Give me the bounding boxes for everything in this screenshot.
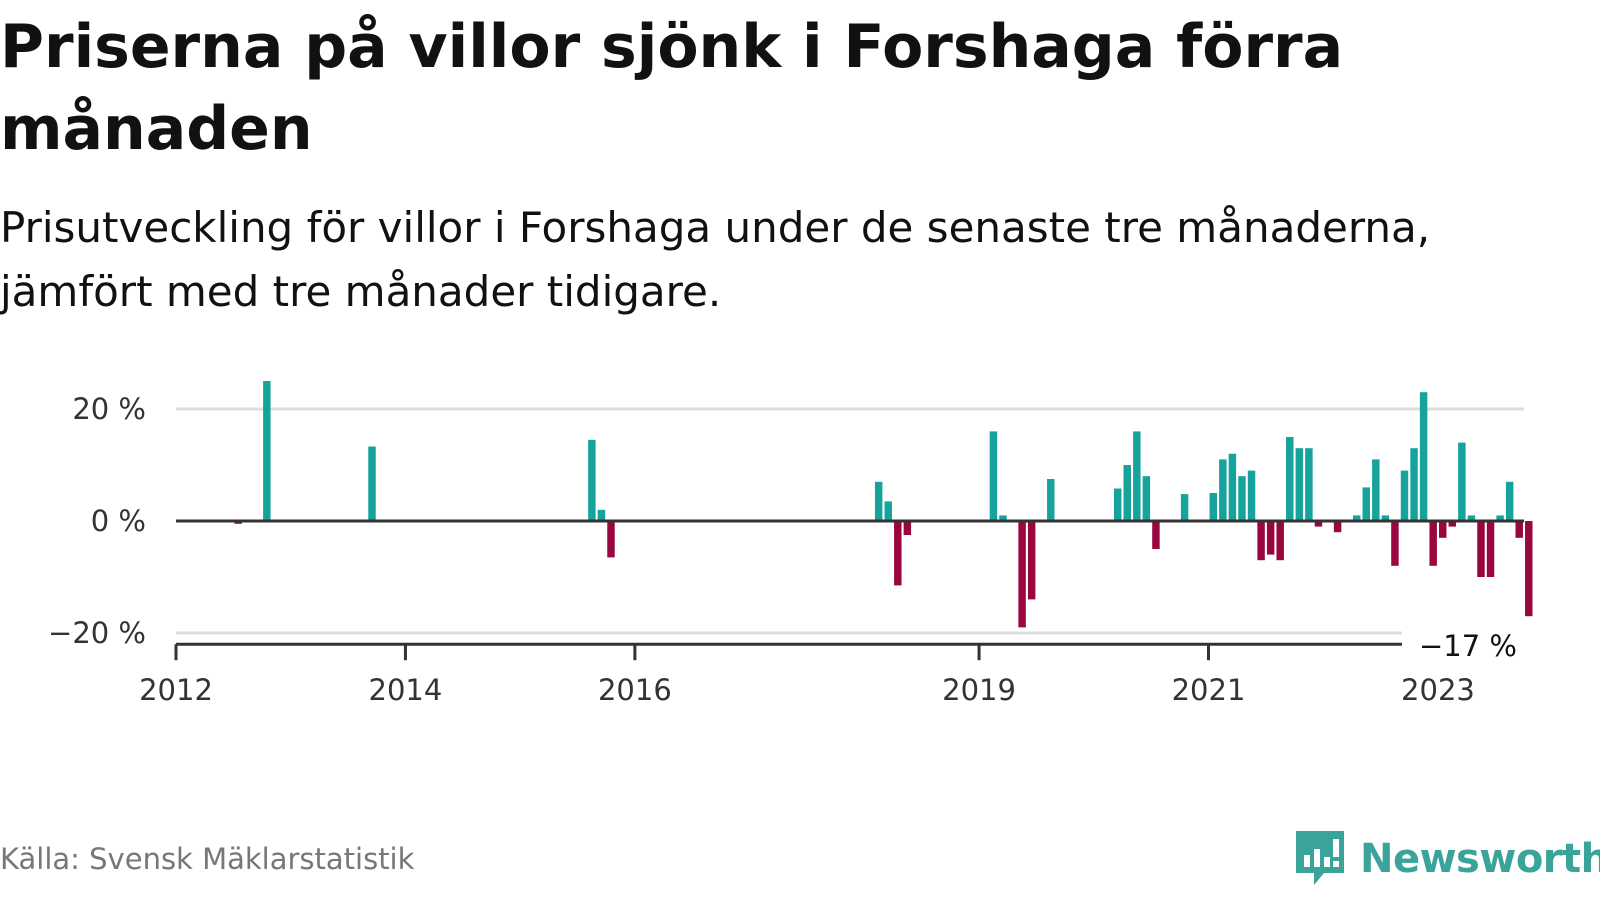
x-tick-label: 2014	[369, 673, 443, 707]
bar	[1362, 487, 1370, 521]
bar	[1505, 481, 1514, 521]
bar	[1219, 459, 1227, 521]
bar	[903, 521, 912, 535]
x-tick-label: 2019	[942, 673, 1016, 707]
x-tick-label: 2012	[139, 673, 213, 707]
bar	[1429, 521, 1437, 566]
bar	[999, 515, 1007, 521]
bar	[1372, 459, 1380, 521]
bar	[597, 509, 606, 521]
newsworthy-logo-icon	[1296, 831, 1344, 885]
bar	[1333, 521, 1342, 533]
bar	[1381, 515, 1390, 521]
bar	[1410, 448, 1418, 521]
bar	[1305, 448, 1313, 521]
bar	[1391, 521, 1399, 566]
brand-logo: Newsworthy	[1292, 824, 1600, 894]
y-tick-label: 0 %	[91, 504, 146, 538]
bar	[1123, 465, 1131, 521]
bar	[1400, 470, 1409, 521]
annotations: −17 %	[1401, 624, 1532, 665]
bar	[1467, 515, 1476, 521]
latest-value-label: −17 %	[1419, 629, 1517, 663]
bar	[1286, 437, 1294, 521]
bar	[1142, 476, 1151, 521]
bar	[989, 431, 998, 521]
bar	[1180, 494, 1189, 521]
bar	[894, 521, 902, 586]
bar	[1257, 521, 1265, 561]
x-tick-label: 2021	[1172, 673, 1246, 707]
bar	[1266, 521, 1275, 555]
source-note: Källa: Svensk Mäklarstatistik	[0, 842, 415, 876]
bar	[1113, 488, 1122, 521]
brand-name: Newsworthy	[1360, 836, 1600, 882]
x-tick-label: 2016	[598, 673, 672, 707]
bar	[1477, 521, 1485, 577]
y-tick-label: 20 %	[72, 392, 146, 426]
chart-title: Priserna på villor sjönk i Forshaga förr…	[0, 12, 1344, 164]
bar	[1439, 521, 1447, 538]
bar	[1515, 521, 1523, 538]
bars	[234, 381, 1533, 628]
bar	[263, 381, 271, 521]
bar	[1152, 521, 1160, 549]
bar	[1276, 521, 1284, 561]
bar	[1027, 521, 1036, 600]
annotation-background	[1401, 624, 1532, 665]
bar	[1295, 448, 1304, 521]
bar	[1496, 515, 1504, 521]
bar	[1314, 521, 1323, 527]
bar	[1047, 479, 1055, 521]
bar	[1352, 515, 1361, 521]
bar	[1238, 476, 1246, 521]
bar	[1419, 392, 1428, 521]
bar	[607, 521, 615, 558]
bar	[1458, 442, 1466, 521]
bar	[1525, 521, 1533, 617]
bar	[368, 446, 376, 521]
axes: 20 % 0 % −20 % 2012 2014 2016 2019 2021 2023	[48, 392, 1524, 707]
bar	[1247, 470, 1256, 521]
bar	[1209, 493, 1218, 521]
bar	[1486, 521, 1495, 577]
bar	[1448, 521, 1457, 527]
bar	[874, 481, 883, 521]
gridlines	[176, 407, 1524, 635]
bar-chart: 20 % 0 % −20 % 2012 2014 2016 2019 2021 2023 −17…	[48, 381, 1533, 707]
bar	[1228, 453, 1237, 521]
chart-subtitle: Prisutveckling för villor i Forshaga und…	[0, 203, 1431, 316]
bar	[884, 501, 892, 521]
bar	[588, 439, 596, 521]
x-tick-label: 2023	[1401, 673, 1475, 707]
bar	[1018, 521, 1026, 628]
bar	[1133, 431, 1141, 521]
y-tick-label: −20 %	[48, 616, 146, 650]
